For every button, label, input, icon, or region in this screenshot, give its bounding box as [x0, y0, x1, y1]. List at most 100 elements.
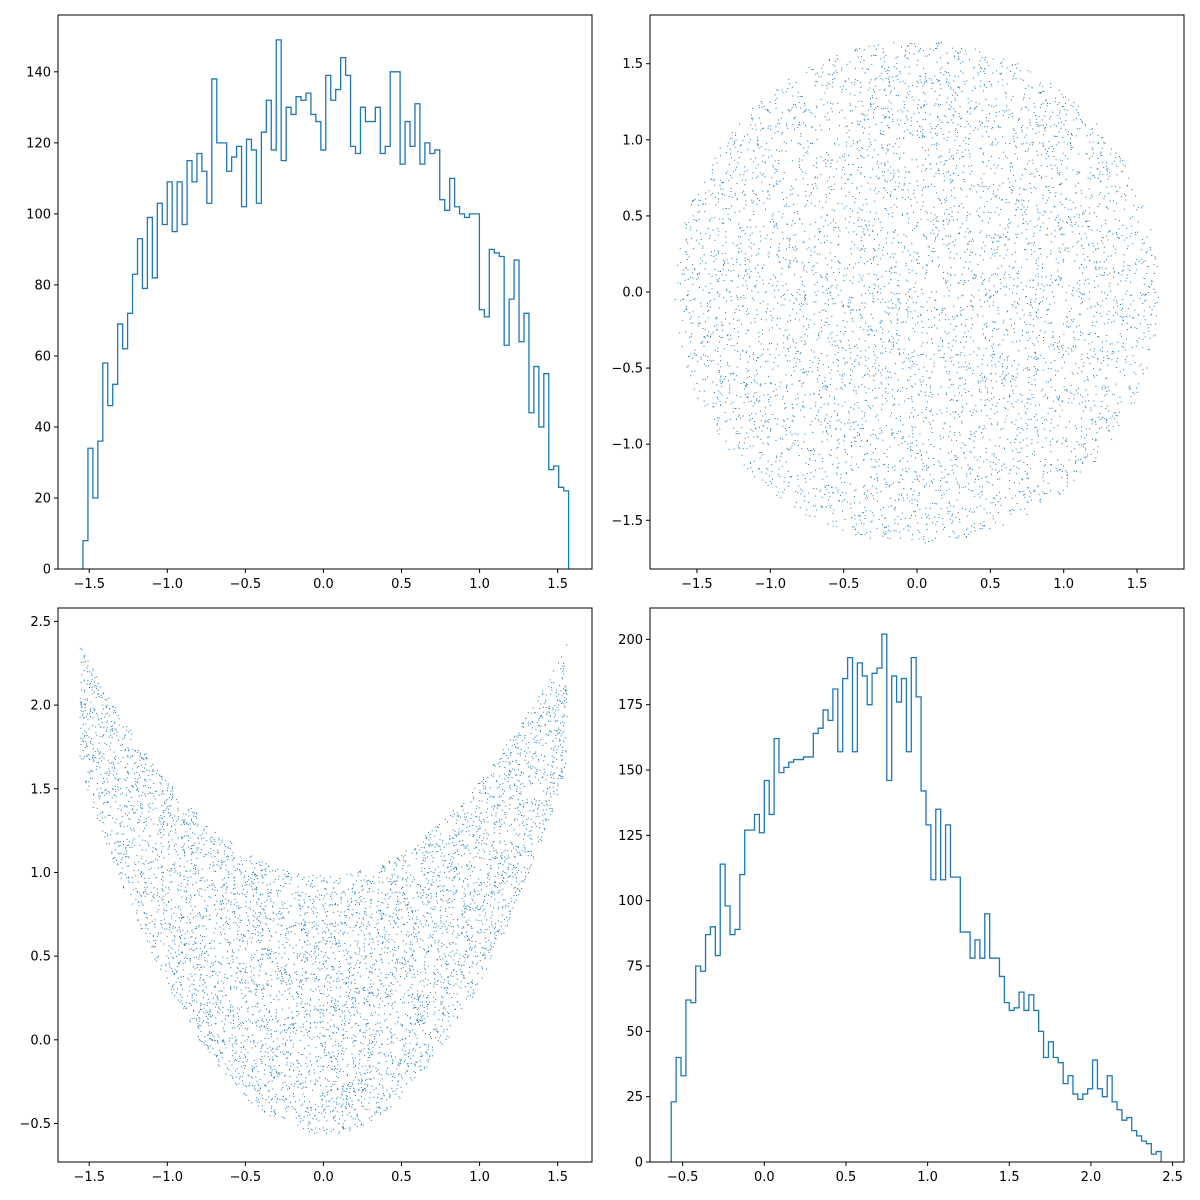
scatter-point: [903, 528, 905, 530]
scatter-point: [750, 114, 752, 116]
scatter-point: [1005, 408, 1006, 409]
scatter-point: [896, 313, 898, 315]
scatter-point: [1012, 390, 1014, 392]
scatter-point: [1122, 308, 1123, 309]
scatter-point: [830, 102, 832, 104]
scatter-point: [816, 162, 817, 164]
scatter-point: [958, 205, 960, 207]
scatter-point: [1077, 282, 1078, 284]
scatter-point: [1043, 210, 1045, 212]
scatter-point: [735, 309, 737, 310]
scatter-point: [680, 300, 682, 302]
scatter-point: [800, 95, 802, 97]
scatter-point: [886, 312, 888, 314]
scatter-point: [922, 135, 924, 137]
scatter-point: [970, 100, 972, 102]
scatter-point: [971, 184, 973, 186]
scatter-point: [894, 519, 896, 521]
scatter-point: [1050, 422, 1052, 424]
scatter-point: [847, 453, 848, 455]
scatter-point: [998, 328, 1000, 330]
scatter-point: [820, 327, 822, 329]
scatter-point: [970, 107, 972, 109]
scatter-point: [728, 180, 730, 182]
scatter-point: [904, 66, 906, 68]
scatter-point: [940, 480, 942, 481]
scatter-point: [944, 201, 946, 203]
scatter-point: [857, 247, 859, 249]
scatter-point: [777, 160, 779, 161]
scatter-point: [685, 308, 687, 310]
scatter-point: [876, 477, 878, 479]
scatter-point: [1037, 276, 1039, 278]
scatter-point: [713, 184, 715, 186]
scatter-point: [941, 412, 943, 414]
scatter-point: [792, 247, 794, 248]
scatter-point: [926, 384, 928, 386]
scatter-point: [705, 198, 707, 200]
scatter-point: [881, 298, 883, 300]
scatter-point: [1097, 142, 1099, 144]
scatter-point: [752, 353, 754, 355]
scatter-point: [889, 92, 891, 94]
scatter-point: [1095, 423, 1097, 425]
scatter-point: [868, 405, 870, 407]
scatter-point: [1101, 155, 1103, 157]
scatter-point: [1044, 115, 1046, 117]
scatter-point: [828, 176, 830, 178]
scatter-point: [706, 335, 708, 337]
scatter-point: [985, 452, 987, 453]
scatter-point: [844, 423, 846, 425]
scatter-point: [1108, 310, 1110, 312]
scatter-point: [917, 296, 919, 297]
scatter-point: [693, 352, 695, 354]
scatter-point: [949, 371, 950, 372]
scatter-point: [718, 270, 720, 272]
scatter-point: [743, 442, 745, 444]
scatter-point: [1084, 405, 1086, 407]
scatter-point: [875, 367, 877, 369]
scatter-point: [963, 346, 965, 348]
scatter-point: [1059, 219, 1061, 221]
scatter-point: [967, 330, 969, 332]
scatter-point: [813, 165, 815, 166]
scatter-point: [1079, 403, 1081, 405]
scatter-point: [960, 447, 962, 449]
scatter-point: [926, 332, 928, 334]
scatter-point: [923, 92, 924, 94]
scatter-point: [1142, 373, 1144, 375]
y-tick-label: 0.5: [622, 209, 643, 224]
scatter-point: [898, 182, 900, 184]
scatter-point: [717, 347, 719, 349]
scatter-point: [1121, 316, 1123, 318]
scatter-point: [778, 163, 780, 164]
scatter-point: [880, 352, 882, 354]
scatter-point: [776, 169, 778, 171]
scatter-point: [956, 136, 958, 138]
scatter-point: [984, 380, 986, 382]
scatter-point: [1050, 378, 1052, 380]
scatter-point: [714, 178, 716, 180]
scatter-point: [1035, 353, 1036, 355]
scatter-point: [875, 77, 877, 79]
scatter-point: [864, 374, 866, 376]
scatter-point: [931, 183, 933, 185]
scatter-point: [1117, 358, 1119, 360]
scatter-point: [841, 374, 843, 376]
scatter-point: [964, 251, 966, 253]
scatter-point: [1103, 385, 1105, 387]
scatter-point: [867, 89, 869, 91]
scatter-point: [817, 381, 819, 383]
scatter-point: [768, 401, 770, 403]
scatter-point: [1087, 177, 1089, 179]
scatter-point: [864, 127, 865, 129]
scatter-point: [730, 345, 732, 347]
scatter-point: [888, 82, 890, 84]
scatter-point: [1017, 399, 1019, 401]
scatter-point: [985, 236, 987, 238]
scatter-point: [750, 467, 752, 469]
scatter-point: [752, 172, 754, 174]
scatter-point: [841, 301, 843, 303]
scatter-point: [999, 478, 1001, 480]
scatter-point: [723, 280, 725, 281]
